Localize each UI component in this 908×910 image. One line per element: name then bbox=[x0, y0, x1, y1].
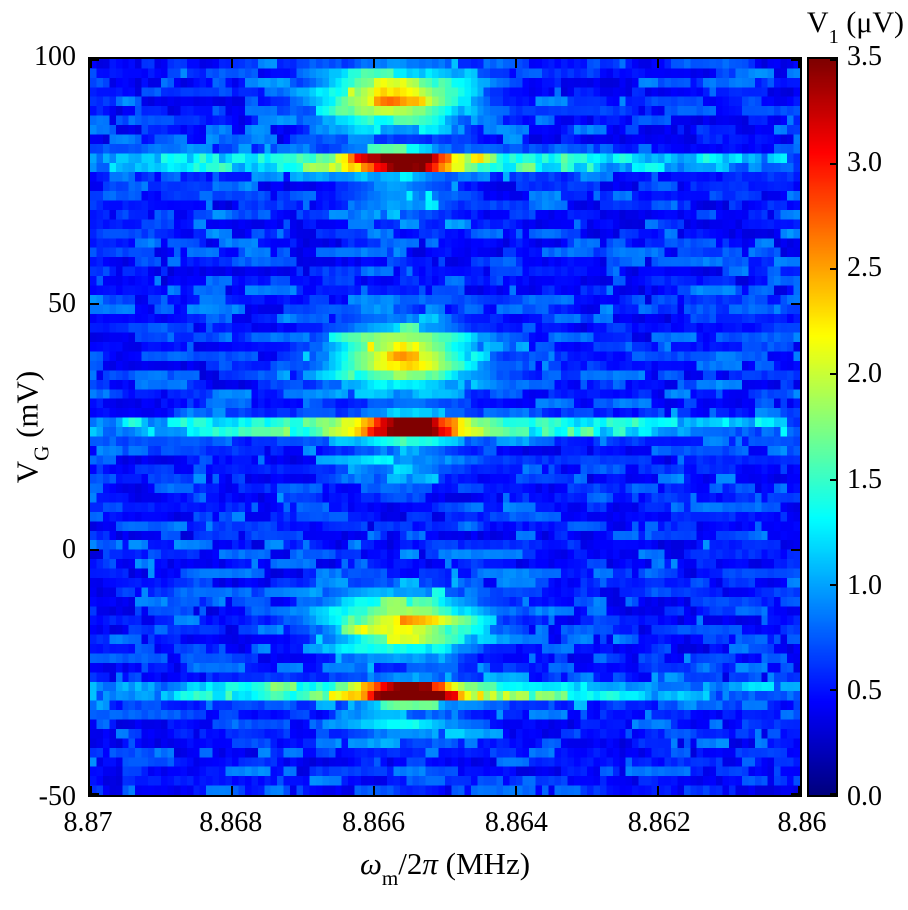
tick-mark bbox=[90, 303, 99, 306]
x-tick-label: 8.864 bbox=[484, 807, 548, 838]
tick-mark bbox=[798, 786, 800, 795]
tick-mark bbox=[657, 786, 659, 795]
tick-mark bbox=[231, 59, 233, 68]
y-tick-label: 50 bbox=[48, 287, 76, 319]
tick-mark bbox=[830, 793, 836, 795]
tick-mark bbox=[830, 688, 836, 691]
tick-mark bbox=[373, 786, 375, 795]
tick-mark bbox=[791, 548, 800, 551]
tick-mark bbox=[791, 59, 800, 61]
x-axis-label-pi: π bbox=[422, 846, 438, 881]
tick-mark bbox=[90, 786, 92, 795]
tick-mark bbox=[373, 59, 375, 68]
colorbar-tick-label: 3.5 bbox=[847, 41, 882, 72]
tick-mark bbox=[798, 59, 800, 68]
tick-mark bbox=[791, 303, 800, 306]
y-tick-label: 0 bbox=[62, 534, 76, 566]
plot-area bbox=[88, 57, 802, 797]
tick-mark bbox=[657, 59, 659, 68]
tick-mark bbox=[830, 59, 836, 61]
colorbar-tick-label: 1.5 bbox=[847, 463, 882, 495]
colorbar-canvas bbox=[809, 59, 836, 795]
y-tick-label: 100 bbox=[34, 41, 76, 72]
tick-mark bbox=[830, 163, 836, 166]
axis-tick-marks bbox=[90, 59, 800, 795]
x-axis-label-symbol: ω bbox=[359, 846, 382, 881]
colorbar-label: V1 (μV) bbox=[806, 6, 904, 47]
colorbar-tick-marks bbox=[809, 59, 836, 795]
tick-mark bbox=[830, 268, 836, 271]
tick-mark bbox=[791, 793, 800, 795]
colorbar-label-subscript: 1 bbox=[828, 25, 839, 48]
colorbar-tick-label: 2.5 bbox=[847, 252, 882, 284]
colorbar-tick-label: 0.5 bbox=[847, 675, 882, 707]
tick-mark bbox=[231, 786, 233, 795]
tick-mark bbox=[90, 59, 92, 68]
colorbar bbox=[807, 57, 838, 797]
x-axis-label-subscript: m bbox=[381, 865, 399, 890]
tick-mark bbox=[90, 59, 99, 61]
tick-mark bbox=[515, 59, 517, 68]
y-tick-label: -50 bbox=[38, 781, 76, 812]
x-tick-label: 8.868 bbox=[199, 807, 263, 838]
x-tick-label: 8.86 bbox=[777, 807, 827, 838]
x-tick-label: 8.866 bbox=[342, 807, 406, 838]
colorbar-tick-label: 1.0 bbox=[847, 569, 882, 601]
tick-mark bbox=[830, 373, 836, 376]
tick-mark bbox=[830, 478, 836, 481]
colorbar-label-symbol: V bbox=[806, 6, 829, 39]
heatmap-canvas bbox=[90, 59, 800, 795]
tick-mark bbox=[90, 793, 99, 795]
tick-mark bbox=[515, 786, 517, 795]
y-axis-label-subscript: G bbox=[29, 445, 54, 461]
y-axis-label-symbol: V bbox=[9, 460, 45, 484]
x-tick-label: 8.862 bbox=[627, 807, 691, 838]
tick-mark bbox=[830, 583, 836, 586]
x-axis-label-unit: (MHz) bbox=[437, 846, 531, 881]
x-axis-label-divisor: /2 bbox=[398, 846, 423, 881]
colorbar-tick-label: 3.0 bbox=[847, 146, 882, 178]
tick-mark bbox=[90, 548, 99, 551]
y-axis-label: VG (mV) bbox=[9, 370, 53, 484]
colorbar-tick-label: 2.0 bbox=[847, 358, 882, 390]
y-axis-label-unit: (mV) bbox=[9, 370, 45, 446]
x-tick-label: 8.87 bbox=[63, 807, 113, 838]
x-axis-label: ωm/2π (MHz) bbox=[359, 846, 531, 889]
colorbar-label-unit: (μV) bbox=[838, 6, 904, 39]
colorbar-tick-label: 0.0 bbox=[847, 781, 882, 812]
